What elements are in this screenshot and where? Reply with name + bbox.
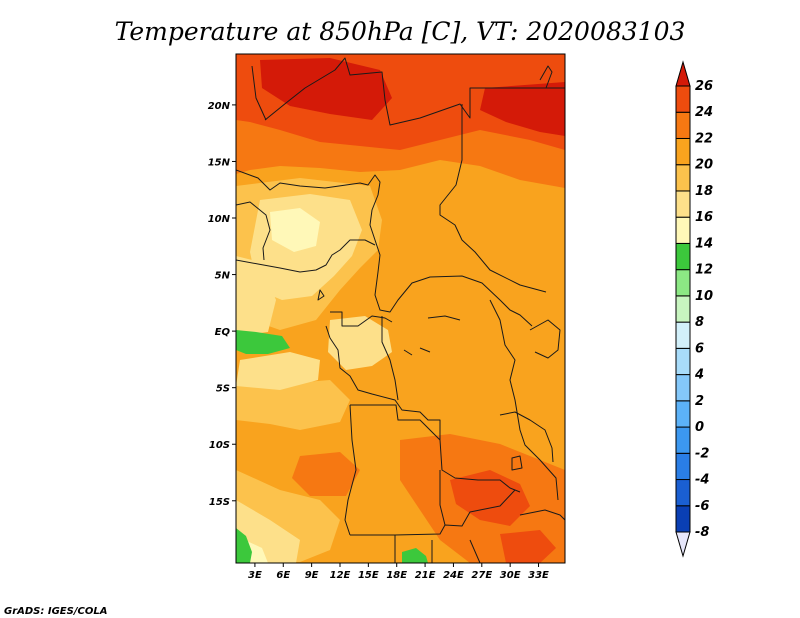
colorbar-label: -2 [695,446,709,461]
lon-tick-label: 15E [358,570,379,581]
colorbar-segment [675,216,691,244]
colorbar-segment [675,137,691,166]
colorbar-label: 16 [695,210,713,225]
colorbar-label: -4 [695,473,709,488]
colorbar-segment [675,505,691,533]
lon-tick-label: 3E [248,570,262,581]
lon-tick-label: 33E [528,570,549,581]
field-band-24-south [450,470,556,563]
latitude-axis: 20N 15N 10N 5N EQ 5S 10S 15S [208,101,236,508]
colorbar-label: 2 [695,394,704,409]
field-band-16 [236,194,392,563]
lon-tick-label: 30E [500,570,521,581]
temperature-map [236,54,565,563]
colorbar-segment [675,479,691,507]
colorbar-label: 18 [695,184,713,199]
colorbar-label: 26 [695,79,713,94]
lat-tick-label: 15S [209,497,230,508]
lon-tick-label: 24E [443,570,464,581]
colorbar-segment [675,85,691,113]
lat-tick-label: 5N [215,271,231,282]
colorbar-label: 10 [695,289,713,304]
lat-tick-label: EQ [215,327,231,338]
colorbar-under-arrow [675,531,691,558]
colorbar-label: 6 [695,341,704,356]
colorbar-segment [675,164,691,192]
colorbar-label: 22 [695,131,713,146]
field-band-12-equator [236,330,290,354]
field-band-14 [236,208,320,563]
colorbar-over-arrow [675,60,691,87]
colorbar-label: -6 [695,499,709,514]
colorbar-segment [675,111,691,139]
lat-tick-label: 20N [208,101,231,112]
colorbar-segment [675,321,691,349]
country-borders [236,57,565,563]
field-band-12-south [236,528,428,563]
lon-tick-label: 27E [471,570,492,581]
map-frame [235,53,566,564]
lon-tick-label: 18E [386,570,407,581]
colorbar-segment [675,242,691,271]
colorbar-label: 14 [695,236,713,251]
field-band-22-south [292,434,565,563]
colorbar-label: 12 [695,263,713,278]
lat-tick-label: 10S [209,440,230,451]
colorbar-label: 8 [695,315,704,330]
colorbar-segment [675,190,691,218]
map-title: Temperature at 850hPa [C], VT: 202008310… [115,17,686,46]
colorbar-label: 0 [695,420,704,435]
colorbar-segment [675,426,691,454]
lat-tick-label: 15N [208,157,231,168]
lon-tick-label: 21E [415,570,436,581]
colorbar-label: 4 [694,368,704,383]
colorbar-segment [675,374,691,402]
lon-tick-label: 6E [276,570,290,581]
colorbar-segment [675,295,691,323]
colorbar-segment [675,400,691,428]
lat-tick-label: 10N [208,214,231,225]
lon-tick-label: 9E [305,570,319,581]
grads-credit: GrADS: IGES/COLA [4,606,107,617]
longitude-axis: 3E 6E 9E 12E 15E 18E 21E 24E 27E 30E 33E [248,563,549,581]
colorbar-segment [675,452,691,481]
lat-tick-label: 5S [216,384,230,395]
colorbar-label: -8 [695,525,709,540]
colorbar-label: 20 [695,158,713,173]
colorbar-segment [675,347,691,376]
colorbar-label: 24 [695,105,713,120]
colorbar-segment [675,269,691,297]
field-band-26 [260,58,565,136]
lon-tick-label: 12E [330,570,351,581]
